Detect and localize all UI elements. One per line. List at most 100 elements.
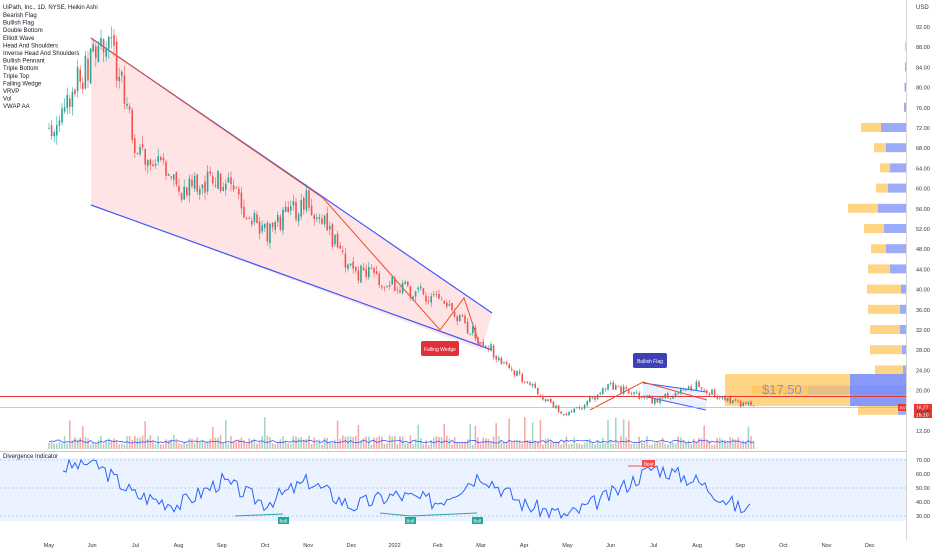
candle-body — [693, 389, 695, 391]
candle-body — [586, 401, 588, 406]
volume-bar — [53, 443, 55, 449]
indicator-item[interactable]: VRVP — [3, 89, 19, 95]
candle-body — [243, 206, 245, 218]
volume-bar — [734, 439, 737, 449]
volume-profile-bar — [868, 304, 900, 314]
candle-body — [113, 34, 115, 46]
rsi-line[interactable] — [62, 458, 751, 520]
volume-bar — [290, 444, 292, 449]
indicator-item[interactable]: Falling Wedge — [3, 81, 42, 87]
volume-bar — [235, 441, 237, 449]
candle-body — [108, 36, 110, 49]
candle-body — [578, 407, 581, 409]
volume-profile-bar — [886, 244, 906, 254]
volume-bar — [680, 437, 682, 449]
volume-profile-bar — [870, 325, 900, 334]
volume-bar — [97, 440, 100, 449]
candle-body — [154, 163, 157, 166]
candle-body — [191, 179, 193, 187]
volume-bar — [529, 440, 531, 449]
candle-body — [48, 128, 50, 130]
candle-body — [451, 303, 453, 311]
indicator-item[interactable]: Bullish Flag — [3, 21, 34, 27]
indicator-item[interactable]: Triple Bottom — [3, 66, 38, 72]
candle-body — [713, 389, 716, 397]
falling-wedge-label[interactable]: Falling Wedge — [421, 341, 459, 356]
candle-body — [287, 207, 289, 212]
candle-body — [570, 411, 573, 413]
candle-body — [310, 205, 313, 215]
indicator-item[interactable]: Elliott Wave — [3, 36, 35, 42]
candle-body — [737, 400, 739, 402]
volume-bar — [378, 436, 380, 449]
candle-body — [271, 222, 274, 228]
volume-bar — [193, 442, 196, 449]
candle-body — [729, 397, 731, 404]
volume-profile-bar — [876, 183, 888, 193]
volume-bar — [344, 436, 347, 449]
volume-bar — [518, 440, 521, 449]
candle-body — [685, 389, 687, 391]
wedge-lower-line[interactable] — [90, 204, 493, 351]
candle-body — [126, 103, 128, 107]
candle-body — [253, 213, 256, 223]
volume-bar — [511, 441, 513, 449]
volume-bar — [422, 444, 425, 449]
volume-profile-bar — [864, 224, 884, 233]
candle-body — [128, 106, 131, 110]
volume-bar — [563, 440, 565, 449]
volume-bar — [219, 435, 222, 449]
candle-body — [739, 401, 742, 407]
volume-bar — [693, 438, 695, 449]
candle-body — [396, 289, 399, 291]
candle-body — [365, 269, 367, 277]
volume-bar — [685, 441, 687, 449]
indicator-item[interactable]: Inverse Head And Shoulders — [3, 51, 79, 57]
indicator-item[interactable]: VWAP AA — [3, 104, 30, 110]
candle-body — [446, 302, 448, 307]
volume-bar — [487, 438, 490, 449]
flag-zigzag[interactable] — [589, 381, 708, 411]
indicator-item[interactable]: Triple Top — [3, 74, 30, 80]
volume-bar — [191, 438, 193, 449]
candle-body — [674, 393, 677, 397]
volume-bar — [82, 426, 84, 449]
candle-body — [303, 198, 305, 210]
candle-body — [440, 299, 443, 301]
time-tick-label: Mar — [476, 543, 486, 549]
candle-body — [336, 233, 339, 248]
indicator-item[interactable]: Vol — [3, 97, 11, 103]
indicator-item[interactable]: Bullish Pennant — [3, 59, 45, 65]
falling-wedge-label-text: Falling Wedge — [424, 347, 456, 353]
wedge-zigzag[interactable] — [90, 37, 481, 347]
volume-bar — [664, 443, 666, 449]
indicator-item[interactable]: Double Bottom — [3, 28, 43, 34]
candle-body — [56, 124, 58, 136]
bullish-flag-label[interactable]: Bullish Flag — [633, 353, 667, 368]
candle-body — [339, 245, 341, 249]
candle-body — [323, 215, 326, 225]
time-tick-label: May — [562, 543, 573, 549]
candle-body — [459, 315, 461, 322]
volume-bar — [115, 441, 118, 449]
volume-bar — [615, 417, 617, 449]
candle-body — [238, 188, 240, 195]
candle-body — [399, 290, 401, 293]
indicator-item[interactable]: Bearish Flag — [3, 13, 37, 19]
price-tick-label: 72.00 — [916, 126, 930, 132]
volume-bar — [334, 439, 336, 449]
candle-body — [565, 413, 568, 416]
volume-bar — [113, 438, 115, 449]
time-tick-label: Oct — [779, 543, 788, 549]
indicator-item[interactable]: Head And Shoulders — [3, 43, 58, 49]
volume-bar — [565, 436, 568, 449]
volume-bar — [214, 437, 217, 449]
candle-body — [607, 384, 609, 390]
candle-body — [79, 69, 81, 82]
price-tick-label: 12.00 — [916, 429, 930, 435]
candle-body — [235, 186, 237, 188]
candle-body — [726, 398, 729, 401]
volume-bar — [703, 425, 705, 449]
volume-bar — [719, 437, 721, 449]
volume-bar — [204, 442, 206, 449]
